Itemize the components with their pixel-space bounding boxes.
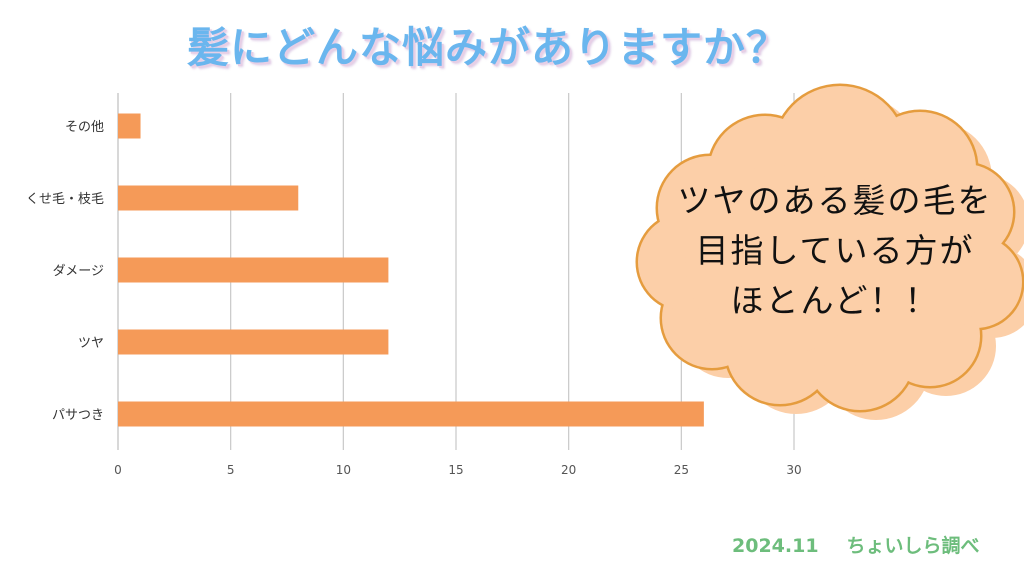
x-tick-label: 30 (786, 463, 801, 477)
footer-source: ちょいしら調べ (846, 535, 980, 557)
callout-line-3: ほとんど！！ (730, 281, 940, 320)
footer-date: 2024.11 (732, 535, 819, 557)
bar (118, 257, 389, 283)
bar (118, 401, 704, 427)
x-tick-label: 15 (448, 463, 463, 477)
x-tick-label: 25 (674, 463, 689, 477)
callout-line-1: ツヤのある髪の毛を (677, 181, 993, 220)
y-category-label: ダメージ (53, 264, 104, 279)
y-category-label: その他 (65, 120, 104, 135)
callout-line-2: 目指している方が (695, 231, 975, 270)
bar (118, 185, 299, 211)
y-category-label: パサつき (52, 408, 104, 423)
y-category-label: ツヤ (78, 336, 104, 351)
x-tick-label: 0 (114, 463, 122, 477)
cloud-fill-lobe (810, 172, 990, 352)
bar (118, 329, 389, 355)
callout-cloud-shape (635, 83, 1024, 413)
x-tick-label: 20 (561, 463, 576, 477)
y-category-label: くせ毛・枝毛 (26, 192, 104, 207)
x-tick-label: 10 (336, 463, 351, 477)
callout-text: ツヤのある髪の毛を 目指している方が ほとんど！！ (660, 176, 1010, 326)
x-tick-label: 5 (227, 463, 235, 477)
footer-credit: 2024.11 ちょいしら調べ (732, 531, 980, 558)
bar (118, 113, 141, 139)
